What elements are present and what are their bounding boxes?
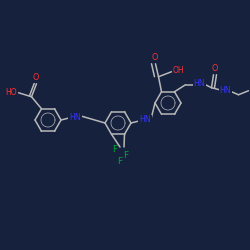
Text: HN: HN [194, 79, 205, 88]
Text: F: F [112, 146, 117, 154]
Text: F: F [118, 156, 122, 166]
Text: HN: HN [69, 112, 81, 122]
Text: HN: HN [139, 116, 151, 124]
Text: OH: OH [173, 66, 184, 75]
Text: F: F [124, 150, 128, 160]
Text: O: O [32, 73, 39, 82]
Text: HN: HN [220, 86, 232, 95]
Text: O: O [211, 64, 218, 73]
Text: O: O [151, 53, 158, 62]
Text: HO: HO [6, 88, 17, 97]
